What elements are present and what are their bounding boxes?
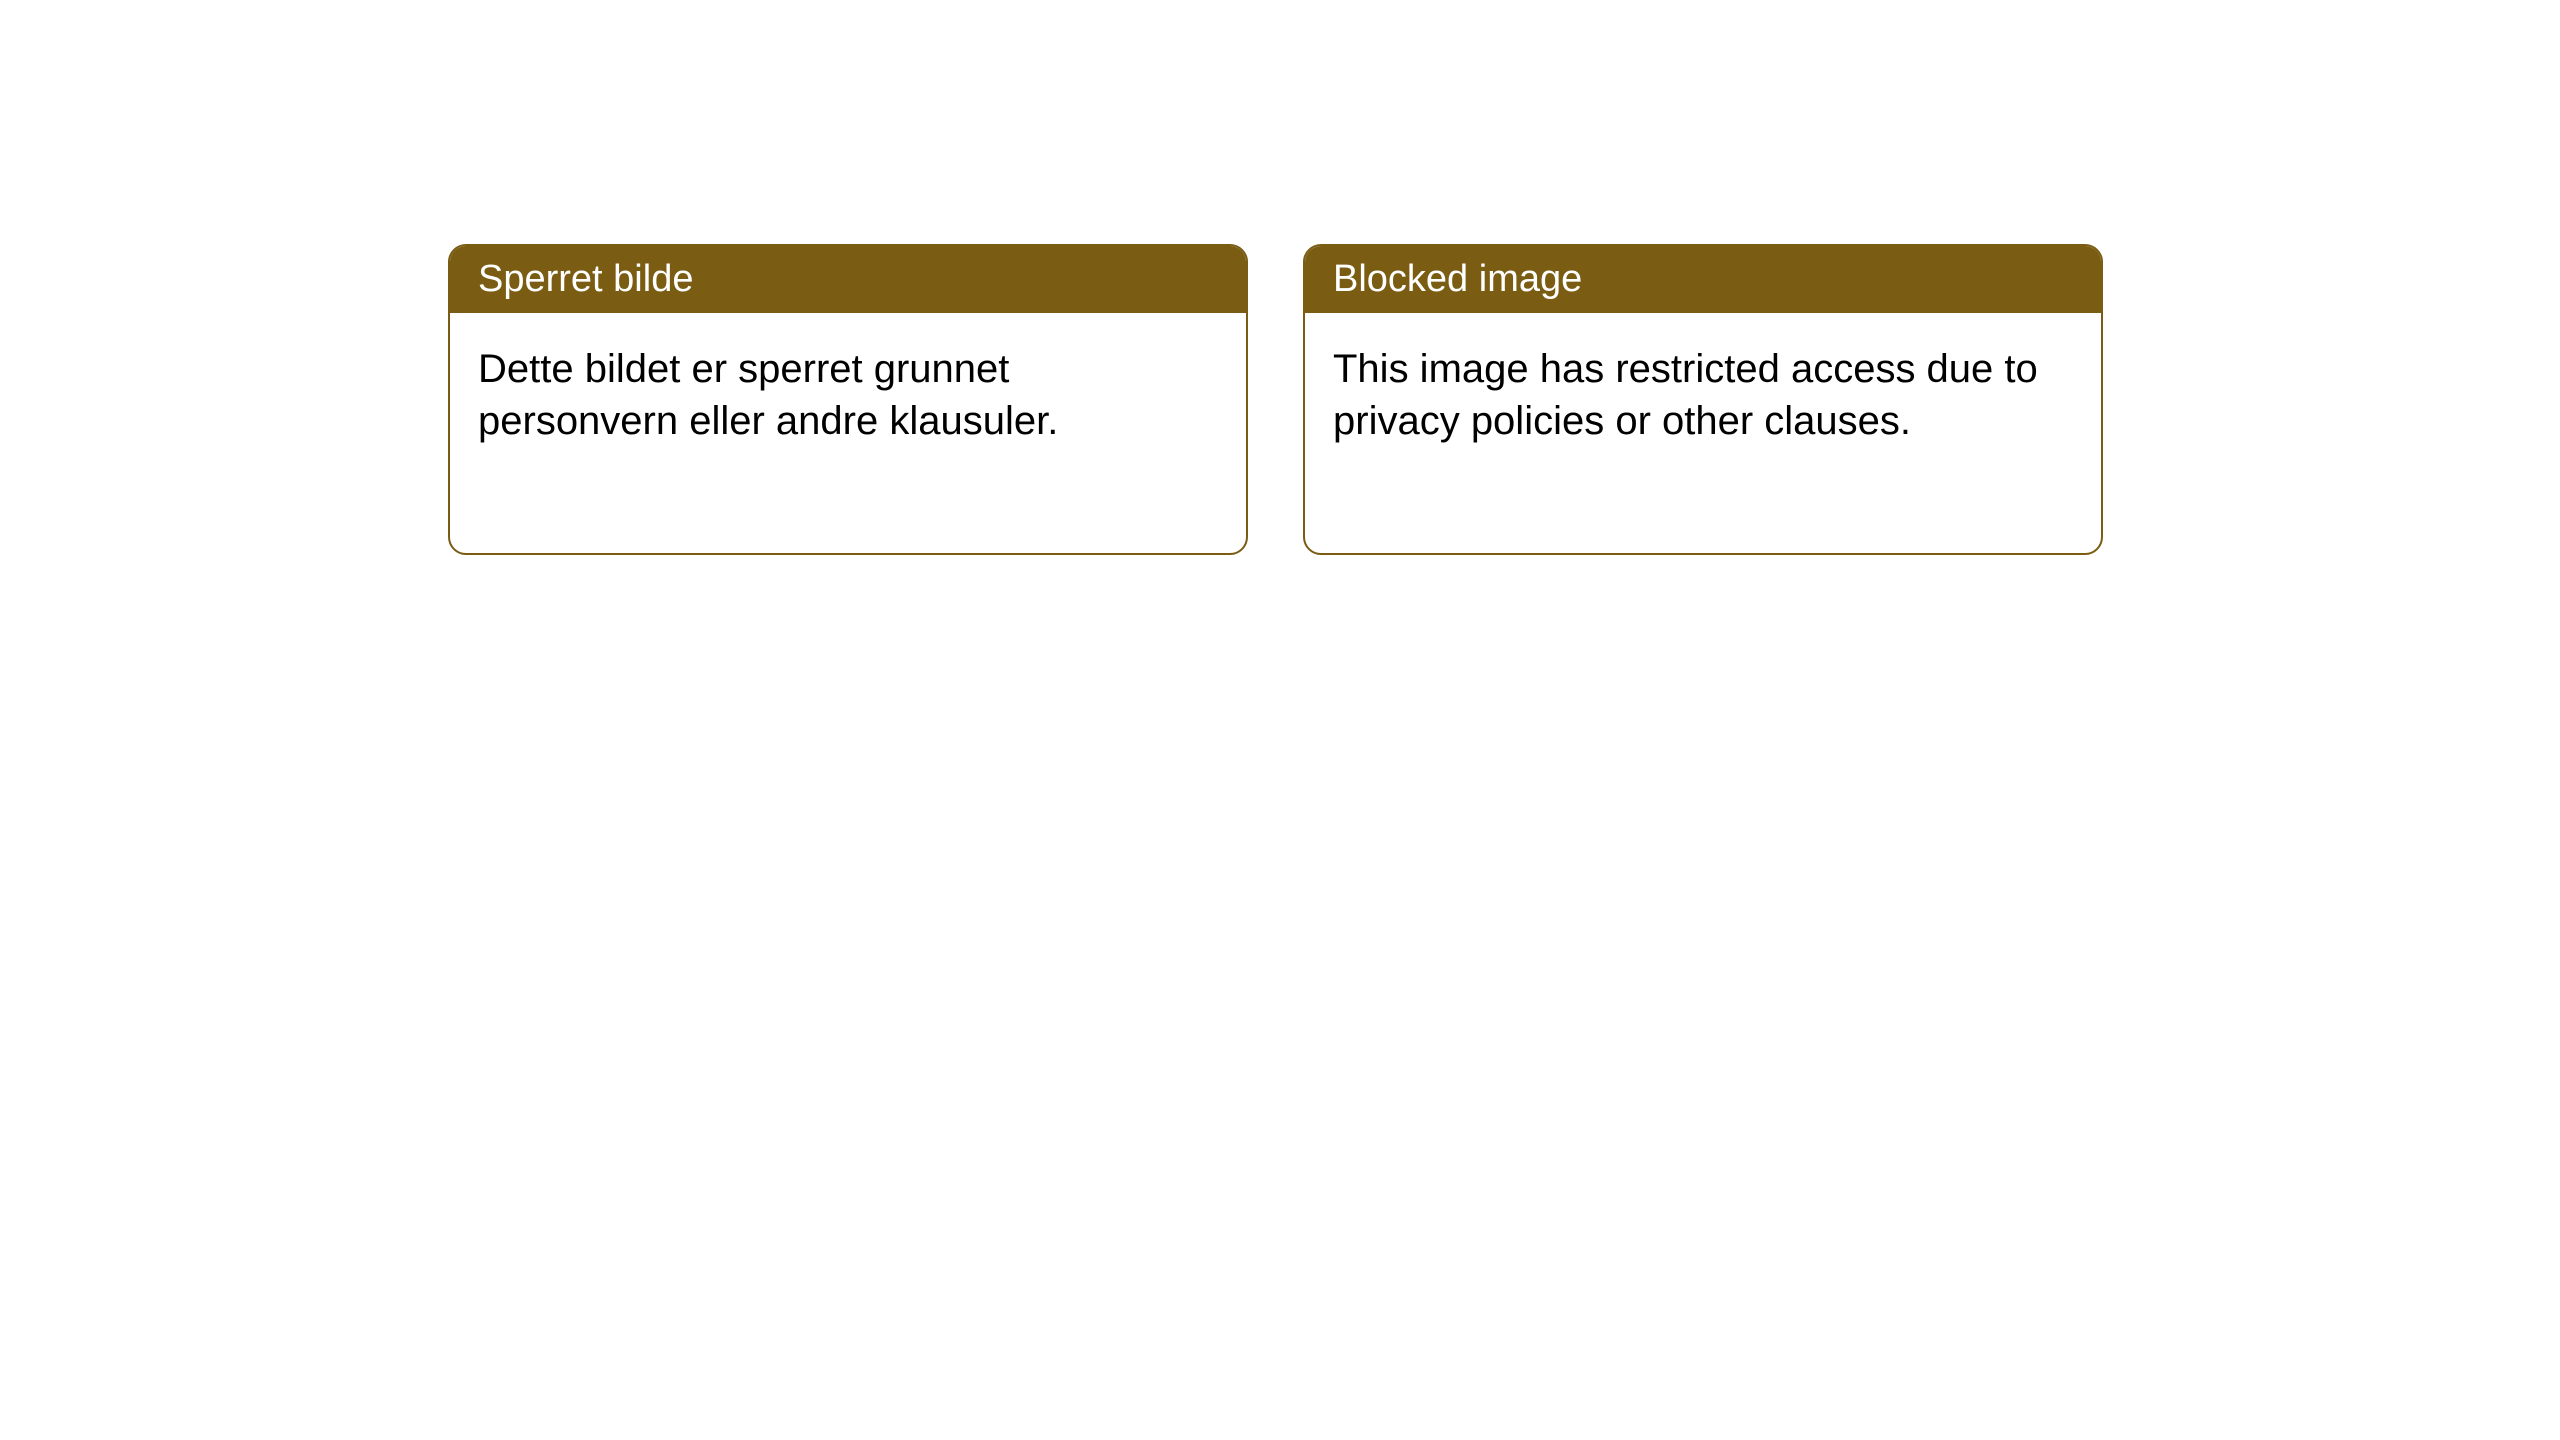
notice-header: Blocked image (1305, 246, 2101, 313)
notice-text: Dette bildet er sperret grunnet personve… (478, 343, 1218, 447)
notice-card-english: Blocked image This image has restricted … (1303, 244, 2103, 555)
notice-body: This image has restricted access due to … (1305, 313, 2101, 553)
notice-title: Sperret bilde (478, 258, 693, 300)
notice-text: This image has restricted access due to … (1333, 343, 2073, 447)
notice-body: Dette bildet er sperret grunnet personve… (450, 313, 1246, 553)
notice-title: Blocked image (1333, 258, 1582, 300)
notice-card-norwegian: Sperret bilde Dette bildet er sperret gr… (448, 244, 1248, 555)
notice-container: Sperret bilde Dette bildet er sperret gr… (448, 244, 2103, 555)
notice-header: Sperret bilde (450, 246, 1246, 313)
